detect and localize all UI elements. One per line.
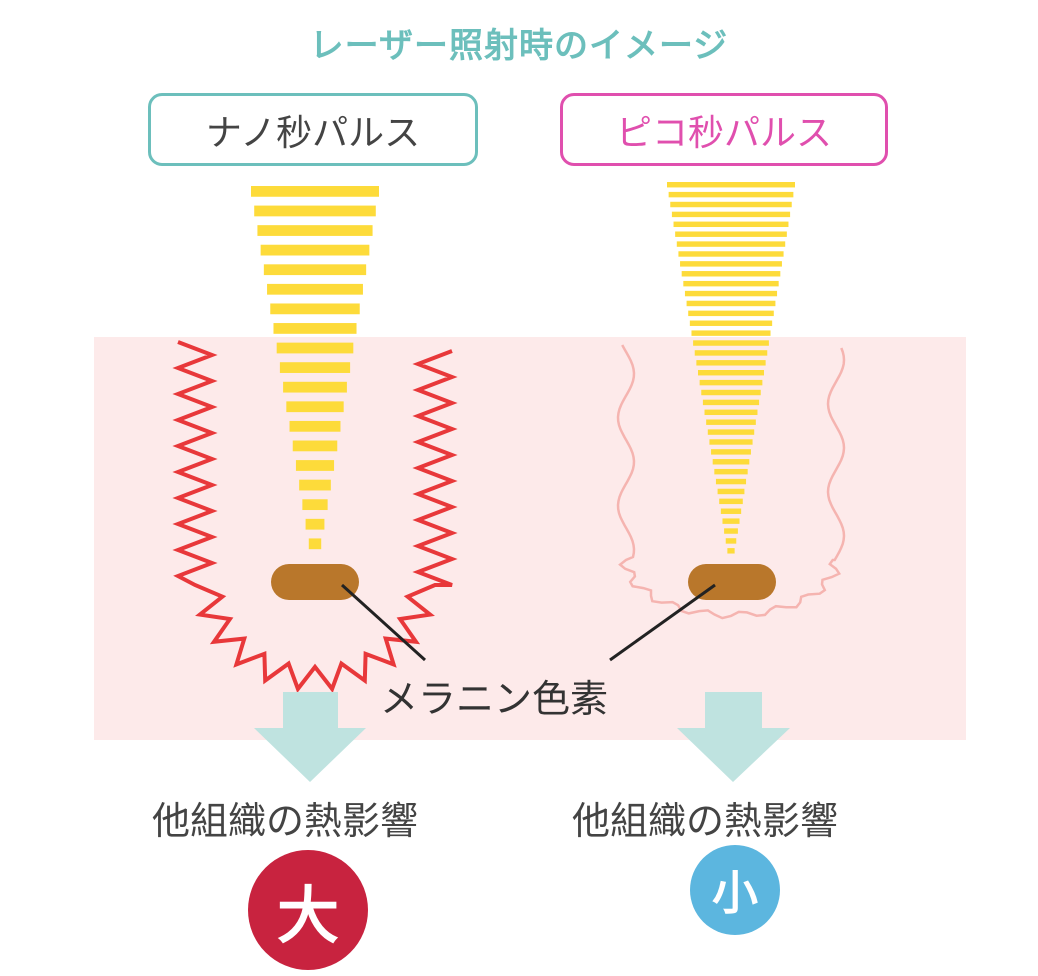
pico-thermal-effect-label: 他組織の熱影響	[572, 799, 839, 843]
pico-beam-stripe	[727, 548, 735, 554]
large-effect-badge: 大	[248, 850, 368, 970]
pico-beam-stripe	[707, 429, 755, 435]
pico-beam-stripe	[706, 419, 756, 425]
nano-beam-stripe	[302, 499, 328, 511]
nano-beam-stripe	[276, 342, 354, 354]
pico-beam-stripe	[694, 350, 768, 356]
pico-beam-stripe	[684, 290, 778, 297]
pico-beam-stripe	[711, 449, 751, 455]
nano-beam-stripe	[270, 303, 360, 315]
nano-beam-stripe	[260, 244, 370, 256]
nano-beam-stripe	[286, 401, 344, 413]
pico-beam-stripe	[715, 478, 747, 485]
pico-beam-stripe	[689, 320, 773, 326]
nano-beam-stripe	[289, 420, 341, 432]
nano-thermal-effect-label: 他組織の熱影響	[152, 799, 419, 843]
small-effect-badge: 小	[690, 845, 780, 935]
pico-beam-stripe	[691, 330, 771, 336]
melanin-leader-line-right	[609, 583, 716, 662]
pico-beam-stripe	[671, 211, 791, 218]
tissue-area	[94, 337, 966, 740]
pico-beam-stripe	[701, 389, 761, 396]
nano-pulse-label: ナノ秒パルス	[148, 93, 478, 166]
nano-beam-stripe	[292, 440, 338, 452]
nano-down-arrow	[254, 692, 366, 782]
pico-beam-stripe	[673, 221, 789, 228]
pico-beam-stripe	[681, 271, 781, 277]
pico-beam-stripe	[722, 518, 740, 524]
nano-beam-stripe	[308, 538, 322, 550]
nano-pulse-text: ナノ秒パルス	[205, 112, 421, 154]
melanin-leader-line-left	[340, 583, 427, 662]
pico-beam-stripe	[717, 488, 745, 495]
pico-beam-stripe	[699, 379, 763, 386]
pico-beam-stripe	[725, 538, 737, 544]
nano-beam-stripe	[257, 225, 373, 236]
pico-beam-stripe	[678, 251, 784, 257]
pico-beam-stripe	[676, 241, 786, 247]
nano-beam-stripe	[273, 323, 357, 334]
pico-beam-stripe	[680, 261, 782, 267]
pico-beam-stripe	[709, 439, 753, 445]
nano-beam-stripe	[279, 362, 351, 373]
pico-beam-stripe	[696, 360, 766, 366]
pico-beam-stripe	[704, 409, 758, 416]
pico-beam-stripe	[686, 300, 776, 307]
nano-beam-stripe	[267, 283, 363, 295]
pico-laser-beam	[667, 182, 795, 554]
pico-beam-stripe	[688, 310, 774, 317]
nano-laser-beam	[251, 186, 379, 550]
pico-beam-stripe	[668, 191, 794, 198]
pico-beam-stripe	[712, 459, 750, 465]
nano-heat-zigzag	[172, 340, 458, 693]
pico-beam-stripe	[683, 280, 779, 287]
pico-beam-stripe	[724, 528, 738, 534]
pico-beam-stripe	[693, 340, 769, 346]
melanin-label: メラニン色素	[380, 677, 609, 721]
nano-beam-stripe	[295, 460, 335, 471]
nano-melanin	[271, 564, 359, 600]
pico-beam-stripe	[719, 498, 743, 505]
pico-beam-stripe	[698, 370, 764, 376]
pico-pulse-label: ピコ秒パルス	[560, 93, 888, 166]
pico-heat-wave	[616, 344, 846, 620]
nano-beam-stripe	[263, 264, 367, 276]
pico-melanin	[688, 564, 776, 600]
nano-beam-stripe	[251, 186, 379, 197]
pico-beam-stripe	[670, 201, 792, 208]
diagram-title: レーザー照射時のイメージ	[309, 26, 729, 66]
pico-down-arrow	[677, 692, 790, 782]
nano-beam-stripe	[254, 205, 376, 217]
nano-beam-stripe	[299, 479, 331, 491]
pico-pulse-text: ピコ秒パルス	[615, 112, 832, 154]
pico-beam-stripe	[675, 231, 787, 237]
pico-beam-stripe	[667, 182, 795, 188]
pico-beam-stripe	[720, 508, 742, 514]
nano-beam-stripe	[305, 518, 325, 530]
pico-beam-stripe	[714, 468, 748, 475]
nano-beam-stripe	[283, 381, 347, 393]
pico-beam-stripe	[702, 399, 760, 406]
